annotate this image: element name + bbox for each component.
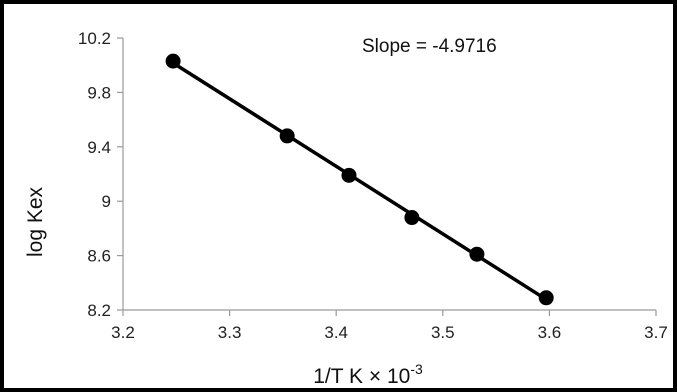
slope-annotation: Slope = -4.9716 <box>362 36 497 57</box>
x-axis-title-exponent: -3 <box>410 361 423 377</box>
y-tick-label: 9.8 <box>87 83 111 102</box>
data-point <box>469 246 485 262</box>
y-tick-label: 9 <box>102 192 111 211</box>
x-tick-label: 3.6 <box>538 323 562 342</box>
x-tick-label: 3.5 <box>431 323 455 342</box>
data-point <box>538 290 554 306</box>
trendline-group <box>171 61 548 302</box>
y-tick-label: 10.2 <box>78 29 111 48</box>
y-axis-title: log Kex <box>24 186 47 257</box>
y-tick-label: 9.4 <box>87 138 111 157</box>
trendline <box>171 61 548 302</box>
x-tick-label: 3.3 <box>218 323 242 342</box>
x-axis-title: 1/T K × 10-3 <box>313 361 423 388</box>
data-point <box>279 128 295 144</box>
x-tick-label: 3.2 <box>111 323 135 342</box>
tick-labels: 10.2 9.8 9.4 9 8.6 8.23.2 3.3 3.4 3.5 3.6 3.7 <box>78 29 668 342</box>
y-tick-label: 8.2 <box>87 301 111 320</box>
x-tick-label: 3.4 <box>324 323 348 342</box>
x-axis-title-base: 1/T K × 10 <box>313 365 410 388</box>
x-tick-label: 3.7 <box>644 323 668 342</box>
axes <box>117 37 657 316</box>
data-point <box>165 53 181 69</box>
y-tick-label: 8.6 <box>87 247 111 266</box>
data-points <box>165 53 554 306</box>
data-point <box>404 210 420 226</box>
data-point <box>341 167 357 183</box>
